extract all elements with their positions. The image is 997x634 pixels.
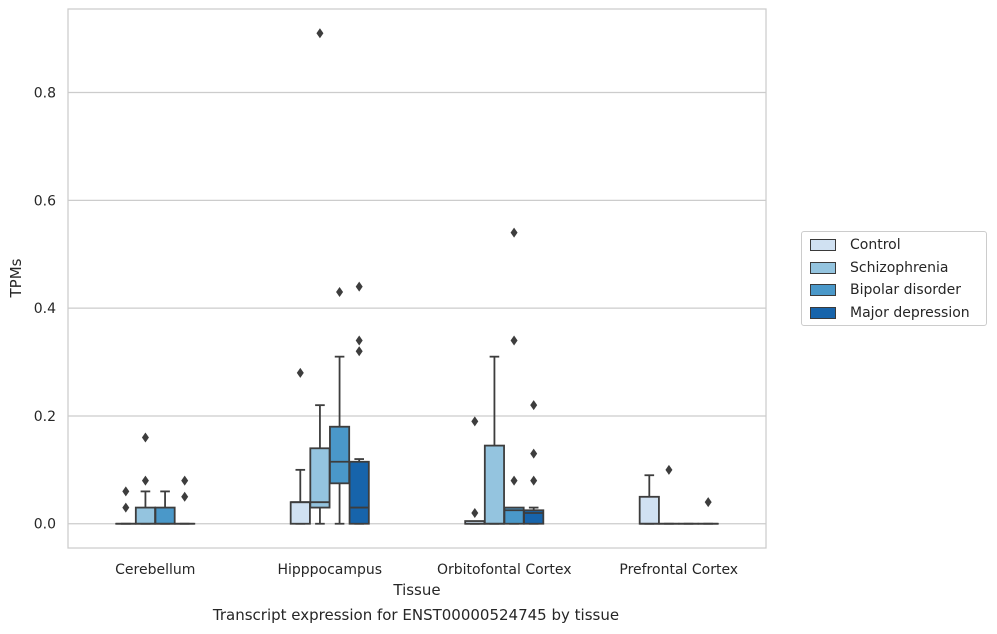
x-tick-label: Hipppocampus bbox=[277, 562, 382, 578]
outlier-point bbox=[296, 367, 304, 378]
box-major-depression bbox=[523, 400, 545, 525]
box-schizophrenia bbox=[483, 355, 505, 525]
outlier-point bbox=[704, 497, 712, 508]
legend-label: Major depression bbox=[850, 305, 970, 321]
outlier-point bbox=[471, 416, 479, 427]
y-tick-label: 0.0 bbox=[34, 517, 56, 533]
outlier-point bbox=[471, 507, 479, 518]
legend-item-schizophrenia: Schizophrenia bbox=[810, 259, 948, 277]
y-tick-label: 0.4 bbox=[34, 301, 56, 317]
box-iqr bbox=[154, 506, 176, 525]
x-tick-labels: Cerebellum Hipppocampus Orbitofontal Corte… bbox=[115, 562, 738, 578]
legend: Control Schizophrenia Bipolar disorder M… bbox=[801, 231, 987, 326]
box-series bbox=[115, 28, 719, 525]
outlier-point bbox=[122, 486, 130, 497]
y-tick-label: 0.6 bbox=[34, 193, 56, 209]
outlier-point bbox=[141, 475, 149, 486]
outlier-point bbox=[355, 346, 363, 357]
legend-swatch bbox=[810, 284, 836, 296]
y-axis-label: TPMs bbox=[7, 258, 25, 298]
outlier-point bbox=[122, 502, 130, 513]
outlier-point bbox=[316, 28, 324, 39]
outlier-point bbox=[510, 227, 518, 238]
x-tick-label: Cerebellum bbox=[115, 562, 195, 578]
box-iqr bbox=[329, 425, 351, 485]
box-iqr bbox=[348, 460, 370, 525]
outlier-point bbox=[510, 335, 518, 346]
outlier-point bbox=[336, 286, 344, 297]
y-tick-label: 0.8 bbox=[34, 86, 56, 102]
y-tick-label: 0.2 bbox=[34, 409, 56, 425]
box-control bbox=[638, 474, 660, 525]
box-major-depression bbox=[348, 281, 370, 525]
legend-item-bipolar-disorder: Bipolar disorder bbox=[810, 281, 961, 299]
box-iqr bbox=[483, 444, 505, 525]
legend-item-major-depression: Major depression bbox=[810, 304, 970, 322]
outlier-point bbox=[510, 475, 518, 486]
legend-label: Bipolar disorder bbox=[850, 282, 962, 298]
outlier-point bbox=[665, 464, 673, 475]
box-control bbox=[289, 367, 311, 525]
outlier-point bbox=[181, 491, 189, 502]
outlier-point bbox=[530, 448, 538, 459]
outlier-point bbox=[530, 400, 538, 411]
legend-item-control: Control bbox=[810, 236, 901, 254]
legend-label: Control bbox=[850, 237, 901, 253]
y-tick-labels: 0.0 0.2 0.4 0.6 0.8 bbox=[34, 86, 56, 533]
chart-caption: Transcript expression for ENST0000052474… bbox=[212, 606, 620, 624]
legend-swatch bbox=[810, 239, 836, 251]
legend-swatch bbox=[810, 307, 836, 319]
x-axis-label: Tissue bbox=[392, 581, 440, 599]
box-bipolar-disorder bbox=[154, 490, 176, 525]
outlier-point bbox=[141, 432, 149, 443]
outlier-point bbox=[355, 335, 363, 346]
box-major-depression bbox=[697, 497, 719, 525]
x-tick-label: Orbitofontal Cortex bbox=[437, 562, 572, 578]
outlier-point bbox=[355, 281, 363, 292]
legend-swatch bbox=[810, 262, 836, 274]
outlier-point bbox=[530, 475, 538, 486]
outlier-point bbox=[181, 475, 189, 486]
plot-area-background bbox=[68, 9, 766, 548]
legend-label: Schizophrenia bbox=[850, 260, 949, 276]
plot-frame bbox=[67, 8, 767, 549]
box-major-depression bbox=[174, 475, 196, 525]
box-iqr bbox=[309, 447, 331, 509]
box-bipolar-disorder bbox=[329, 286, 351, 525]
box-iqr bbox=[134, 506, 156, 525]
x-tick-label: Prefrontal Cortex bbox=[619, 562, 738, 578]
box-iqr bbox=[289, 501, 311, 525]
box-bipolar-disorder bbox=[503, 227, 525, 525]
box-iqr bbox=[638, 495, 660, 525]
